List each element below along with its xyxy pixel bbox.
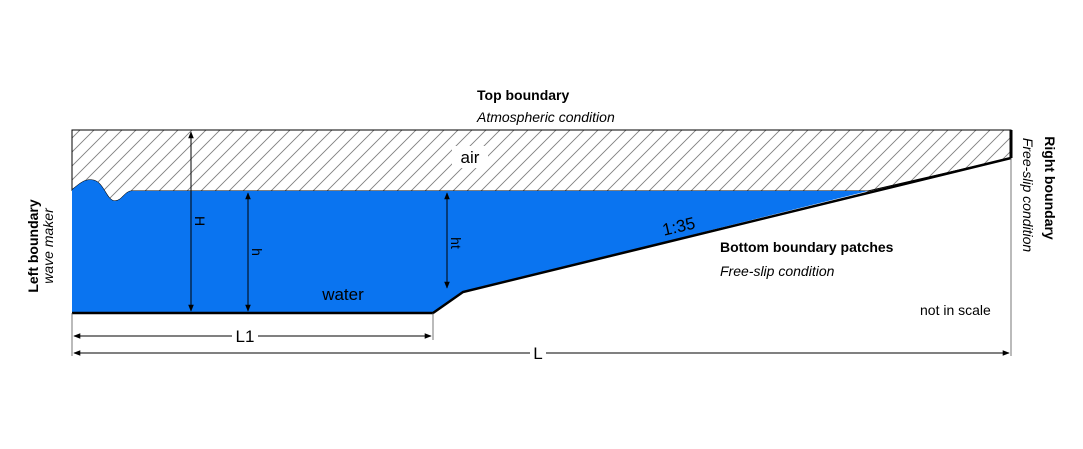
L1-label: L1 [236,327,255,346]
air-region [71,129,1012,202]
water-region [72,179,868,313]
bottom-boundary-line [72,156,1012,315]
ht-label: ht [448,237,464,249]
h-label: h [249,248,265,256]
bottom-boundary-title: Bottom boundary patches [720,239,894,255]
right-boundary-condition: Free-slip condition [1020,138,1036,253]
scale-note: not in scale [920,302,991,318]
top-boundary-condition: Atmospheric condition [476,109,615,125]
air-label: air [461,148,480,167]
bottom-boundary-condition: Free-slip condition [720,263,835,279]
right-boundary-title: Right boundary [1042,136,1058,240]
H-label: H [192,216,208,226]
left-boundary-title: Left boundary [25,199,41,293]
top-boundary-title: Top boundary [477,87,569,103]
water-label: water [321,285,364,304]
L-label: L [533,344,542,363]
left-boundary-condition: wave maker [40,207,56,284]
